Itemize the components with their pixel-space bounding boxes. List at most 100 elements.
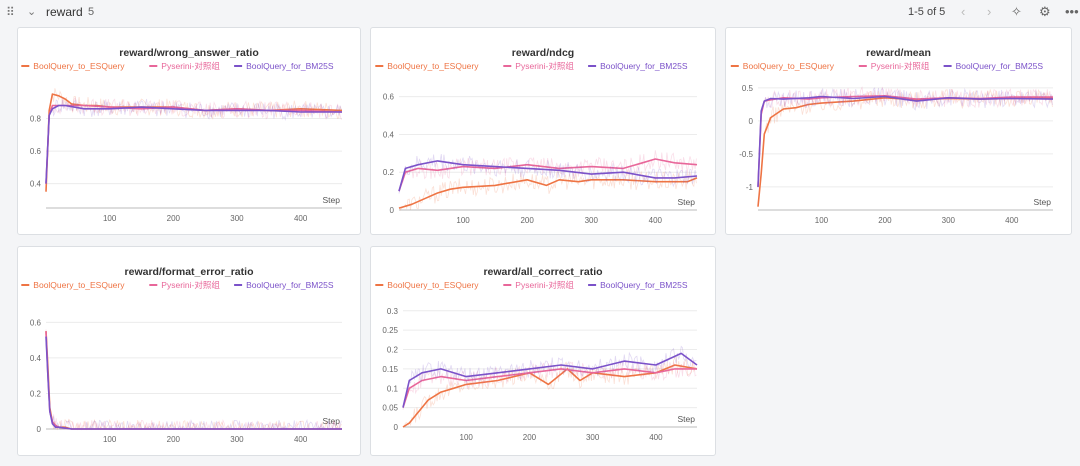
legend-item-pyserini[interactable]: Pyserini-对照组 (161, 280, 220, 290)
series-raw-boolquery-to-esquery (45, 332, 342, 431)
series-raw-boolquery-for-bm25s (398, 154, 697, 194)
x-tick-label: 100 (103, 214, 117, 223)
y-tick-label: 0.2 (387, 346, 399, 355)
chart-title: reward/format_error_ratio (125, 266, 254, 278)
y-tick-label: 0.1 (387, 384, 399, 393)
series-raw-boolquery-to-esquery (45, 88, 342, 192)
y-tick-label: 0.8 (30, 115, 42, 124)
x-tick-label: 200 (167, 435, 181, 444)
series-line-pyserini[interactable] (398, 158, 698, 192)
legend-item-pyserini[interactable]: Pyserini-对照组 (515, 280, 574, 290)
x-axis-label: Step (678, 414, 696, 424)
series-line-pyserini[interactable] (45, 331, 342, 430)
x-tick-label: 100 (460, 433, 474, 442)
y-tick-label: 0.3 (387, 307, 399, 316)
chevron-right-icon[interactable]: › (987, 4, 992, 19)
chevron-left-icon[interactable]: ‹ (961, 4, 966, 19)
legend-item-pyserini[interactable]: Pyserini-对照组 (515, 61, 574, 71)
series-line-pyserini[interactable] (402, 368, 697, 408)
series-line-boolquery-to-esquery[interactable] (402, 364, 698, 428)
y-tick-label: 0 (390, 206, 395, 215)
x-tick-label: 300 (230, 214, 244, 223)
y-tick-label: -1 (746, 183, 754, 192)
y-tick-label: 0 (394, 423, 399, 432)
series-line-boolquery-for-bm25s[interactable] (45, 336, 342, 430)
sparkle-icon[interactable]: ✧ (1011, 4, 1022, 19)
chart-title: reward/ndcg (512, 47, 574, 59)
x-tick-label: 200 (167, 214, 181, 223)
gear-icon[interactable]: ⚙ (1039, 4, 1051, 19)
series-raw-pyserini (45, 329, 342, 431)
chart-svg: reward/ndcg BoolQuery_to_ESQuery Pyserini-… (375, 47, 698, 225)
y-tick-label: 0.4 (30, 354, 42, 363)
series-line-boolquery-for-bm25s[interactable] (757, 95, 1054, 187)
chart-panel-format-error-ratio[interactable]: reward/format_error_ratio BoolQuery_to_ES… (17, 246, 361, 456)
legend-item-boolquery-to-esquery[interactable]: BoolQuery_to_ESQuery (33, 280, 125, 290)
series-raw-pyserini (402, 359, 697, 410)
x-tick-label: 300 (585, 216, 599, 225)
legend-item-pyserini[interactable]: Pyserini-对照组 (161, 61, 220, 71)
section-title[interactable]: reward (46, 5, 83, 19)
legend-item-pyserini[interactable]: Pyserini-对照组 (871, 61, 930, 71)
legend-item-boolquery-to-esquery[interactable]: BoolQuery_to_ESQuery (743, 61, 835, 71)
series-raw-boolquery-for-bm25s (45, 336, 342, 431)
y-tick-label: 0.4 (30, 180, 42, 189)
chart-svg: reward/all_correct_ratio BoolQuery_to_ESQ… (375, 266, 698, 442)
x-tick-label: 400 (294, 435, 308, 444)
y-tick-label: 0.2 (30, 389, 42, 398)
more-icon[interactable]: ••• (1065, 4, 1079, 19)
y-tick-label: 0.6 (383, 93, 395, 102)
series-line-boolquery-for-bm25s[interactable] (398, 160, 698, 192)
chart-panel-wrong-answer-ratio[interactable]: reward/wrong_answer_ratio BoolQuery_to_ES… (17, 27, 361, 235)
series-line-pyserini[interactable] (757, 95, 1053, 187)
chart-svg: reward/format_error_ratioBoolQuery_to_ES… (21, 266, 342, 444)
section-count-badge: 5 (88, 6, 95, 18)
x-tick-label: 300 (230, 435, 244, 444)
series-raw-boolquery-for-bm25s (45, 98, 342, 182)
y-tick-label: 0.5 (742, 84, 754, 93)
x-tick-label: 400 (649, 433, 663, 442)
x-tick-label: 100 (456, 216, 470, 225)
y-tick-label: 0.6 (30, 318, 42, 327)
chart-panel-all-correct-ratio[interactable]: reward/all_correct_ratio BoolQuery_to_ESQ… (370, 246, 716, 456)
x-tick-label: 300 (942, 216, 956, 225)
chart-title: reward/wrong_answer_ratio (119, 47, 258, 59)
legend-item-boolquery-for-bm25s[interactable]: BoolQuery_for_BM25S (246, 280, 334, 290)
series-line-pyserini[interactable] (45, 104, 343, 184)
series-line-boolquery-for-bm25s[interactable] (45, 104, 342, 184)
legend-item-boolquery-to-esquery[interactable]: BoolQuery_to_ESQuery (387, 280, 479, 290)
legend-item-boolquery-for-bm25s[interactable]: BoolQuery_for_BM25S (956, 61, 1044, 71)
x-tick-label: 100 (815, 216, 829, 225)
series-raw-boolquery-to-esquery (398, 169, 697, 211)
chart-panel-ndcg[interactable]: reward/ndcg BoolQuery_to_ESQuery Pyserini-… (370, 27, 716, 235)
legend-item-boolquery-to-esquery[interactable]: BoolQuery_to_ESQuery (387, 61, 479, 71)
x-axis-label: Step (323, 416, 341, 426)
legend-item-boolquery-to-esquery[interactable]: BoolQuery_to_ESQuery (33, 61, 125, 71)
y-tick-label: 0.05 (382, 404, 398, 413)
section-header: ⠿ ⌄ reward 5 1-5 of 5 ‹ › ✧ ⚙ ••• (0, 0, 1080, 24)
x-axis-label: Step (678, 197, 696, 207)
chart-title: reward/mean (866, 47, 931, 59)
series-line-boolquery-for-bm25s[interactable] (402, 352, 698, 408)
chart-panel-mean[interactable]: reward/mean BoolQuery_to_ESQuery Pyserini-… (725, 27, 1072, 235)
legend-item-boolquery-for-bm25s[interactable]: BoolQuery_for_BM25S (246, 61, 334, 71)
chart-svg: reward/mean BoolQuery_to_ESQuery Pyserini-… (730, 47, 1054, 225)
y-tick-label: 0.15 (382, 365, 398, 374)
legend-item-boolquery-for-bm25s[interactable]: BoolQuery_for_BM25S (600, 61, 688, 71)
x-tick-label: 200 (523, 433, 537, 442)
x-axis-label: Step (323, 195, 341, 205)
y-tick-label: 0.4 (383, 130, 395, 139)
x-tick-label: 400 (1005, 216, 1019, 225)
chart-title: reward/all_correct_ratio (483, 266, 602, 278)
chevron-down-icon[interactable]: ⌄ (27, 6, 37, 18)
series-line-boolquery-to-esquery[interactable] (398, 177, 698, 209)
x-tick-label: 200 (878, 216, 892, 225)
x-tick-label: 400 (294, 214, 308, 223)
drag-handle-icon[interactable]: ⠿ (6, 5, 15, 19)
series-raw-boolquery-to-esquery (402, 356, 697, 428)
y-tick-label: -0.5 (739, 150, 753, 159)
series-line-boolquery-to-esquery[interactable] (45, 331, 342, 430)
x-tick-label: 200 (520, 216, 534, 225)
legend-item-boolquery-for-bm25s[interactable]: BoolQuery_for_BM25S (600, 280, 688, 290)
x-tick-label: 100 (103, 435, 117, 444)
